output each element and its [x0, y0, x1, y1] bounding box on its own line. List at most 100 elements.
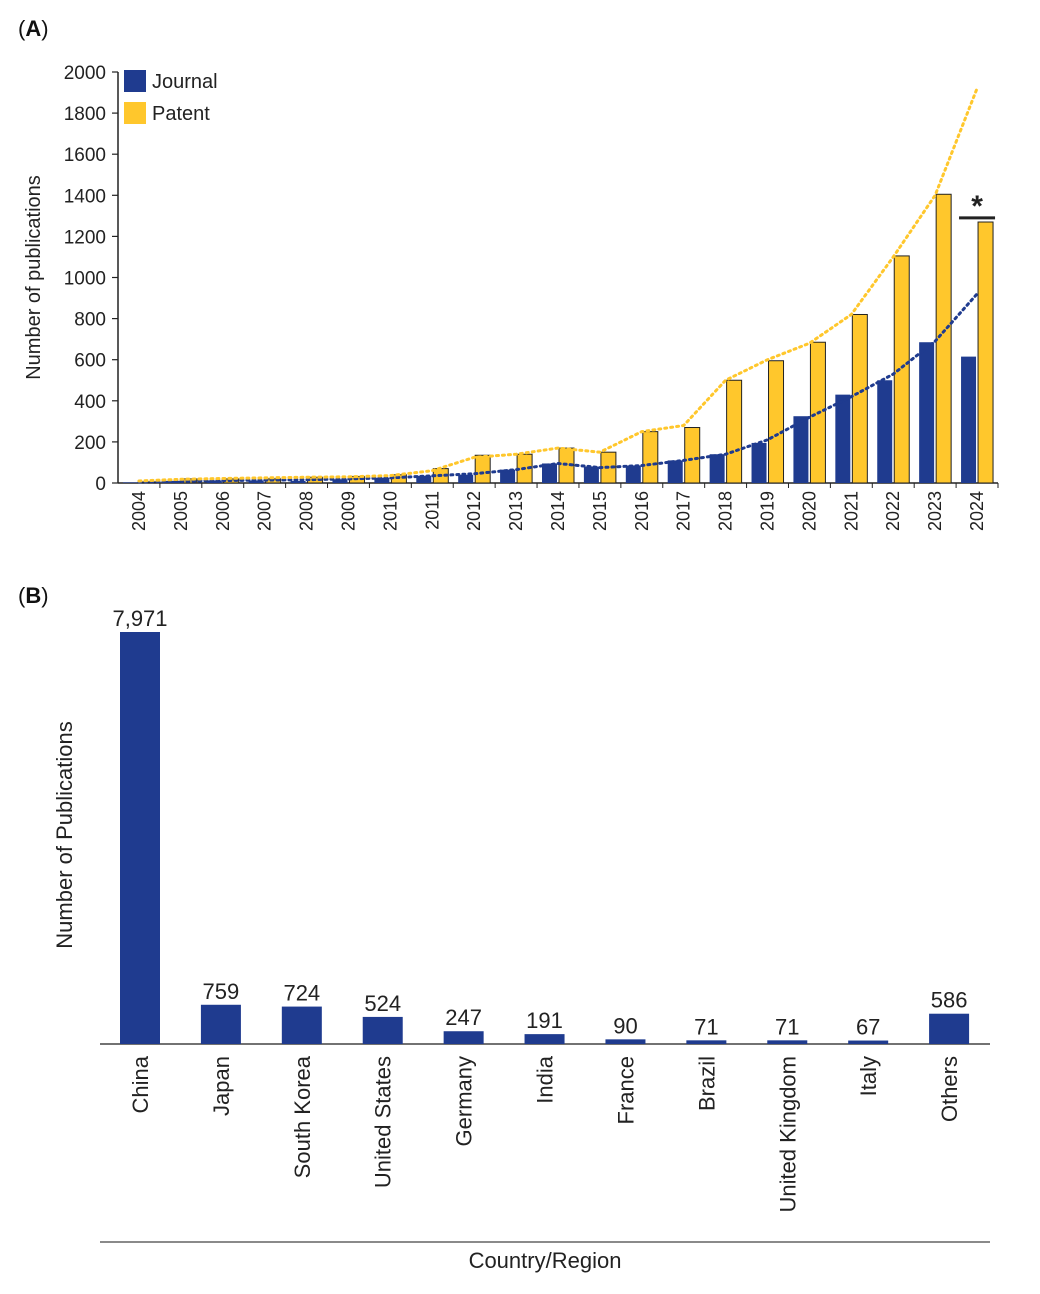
chart-b-publications-by-country: 7,971 China 759 Japan 724 South Korea 524 Unite…: [52, 606, 990, 1273]
bar-patent: [474, 454, 491, 484]
bar-country: [929, 1013, 970, 1044]
bar-country: [362, 1016, 403, 1044]
bar-country: [120, 632, 160, 1044]
bar-journal: [709, 454, 725, 483]
y-tick-label: 0: [95, 474, 106, 495]
bar-patent: [977, 221, 994, 484]
y-tick-label: 1600: [64, 145, 106, 166]
bar-journal: [542, 463, 557, 483]
x-tick-label: 2005: [171, 491, 191, 531]
bar-patent: [726, 379, 743, 484]
y-tick-label: 1400: [64, 186, 106, 207]
bar-journal: [919, 342, 935, 483]
x-tick-label: 2015: [590, 491, 610, 531]
panel-b-label: (B): [18, 583, 49, 608]
x-tick-label: China: [128, 1055, 153, 1113]
x-tick-label: 2023: [925, 491, 945, 531]
x-tick-label: 2020: [799, 491, 819, 531]
bar-patent: [768, 360, 785, 484]
y-tick-label: 1800: [64, 104, 106, 125]
bar-journal: [290, 480, 306, 483]
x-tick-label: 2010: [380, 491, 400, 531]
y-tick-label: 2000: [64, 63, 106, 84]
x-tick-label: 2017: [674, 491, 694, 531]
bar-country: [443, 1031, 484, 1044]
chart-a-publications-by-year: 0 200 400 600 800 1000 1200 1400 1600 1800 2000 Num…: [23, 63, 999, 531]
y-tick-label: 400: [74, 392, 106, 413]
bar-journal: [206, 480, 222, 483]
bar-journal: [583, 466, 599, 483]
x-tick-label: Japan: [209, 1056, 234, 1116]
x-tick-label: 2019: [758, 491, 778, 531]
bar-journal: [458, 474, 474, 483]
bar-journal: [374, 477, 390, 483]
bar-patent: [935, 193, 952, 484]
data-label: 71: [775, 1014, 799, 1039]
y-tick-label: 200: [74, 433, 106, 454]
bar-country: [200, 1004, 241, 1044]
x-tick-label: 2024: [967, 491, 987, 531]
x-tick-label: 2009: [338, 491, 358, 531]
bar-country: [524, 1034, 565, 1044]
legend-swatch-journal: [124, 70, 146, 92]
data-label: 71: [694, 1014, 718, 1039]
bar-journal: [416, 475, 432, 483]
x-tick-label: Italy: [856, 1056, 881, 1096]
data-label: 724: [283, 981, 320, 1006]
x-tick-label: 2016: [632, 491, 652, 531]
y-tick-label: 1200: [64, 227, 106, 248]
x-tick-label: 2012: [464, 491, 484, 531]
bar-journal: [835, 394, 851, 483]
x-tick-label: 2018: [716, 491, 736, 531]
x-tick-label: 2013: [506, 491, 526, 531]
y-tick-label: 600: [74, 351, 106, 372]
data-label: 247: [445, 1005, 482, 1030]
bar-journal: [667, 460, 683, 483]
bar-journal: [961, 356, 977, 483]
y-axis-title: Number of publications: [23, 175, 45, 380]
annotation-asterisk: *: [971, 190, 983, 223]
x-axis-title: Country/Region: [469, 1248, 622, 1273]
x-tick-label: South Korea: [290, 1055, 315, 1178]
y-tick-label: 800: [74, 310, 106, 331]
y-tick-label: 1000: [64, 269, 106, 290]
bar-journal: [877, 380, 893, 483]
bar-country: [686, 1040, 727, 1044]
bar-country: [605, 1039, 646, 1044]
x-tick-label: United Kingdom: [775, 1056, 800, 1213]
legend-swatch-patent: [124, 102, 146, 124]
bar-journal: [793, 416, 809, 483]
x-tick-label: India: [533, 1055, 558, 1103]
x-tick-label: 2006: [213, 491, 233, 531]
bar-patent: [684, 427, 701, 484]
bar-journal: [625, 465, 641, 483]
x-tick-label: 2004: [129, 491, 149, 531]
panel-a-label: (A): [18, 16, 49, 41]
bar-patent: [642, 431, 659, 484]
x-tick-label: 2007: [255, 491, 275, 531]
bar-patent: [893, 255, 910, 484]
x-tick-label: 2014: [548, 491, 568, 531]
bar-journal: [751, 442, 767, 483]
x-tick-label: United States: [371, 1056, 396, 1188]
x-tick-label: Others: [937, 1056, 962, 1122]
bar-country: [767, 1040, 808, 1044]
bar-patent: [851, 313, 868, 484]
x-tick-label: 2021: [841, 491, 861, 531]
x-tick-label: France: [613, 1056, 638, 1124]
legend-label-journal: Journal: [152, 71, 218, 93]
data-label: 759: [203, 979, 240, 1004]
x-tick-label: Germany: [452, 1056, 477, 1146]
data-label: 191: [526, 1008, 563, 1033]
data-label: 586: [931, 988, 968, 1013]
bar-journal: [500, 469, 516, 483]
data-label: 7,971: [112, 606, 167, 631]
data-label: 90: [613, 1013, 637, 1038]
y-axis-title: Number of Publications: [52, 721, 77, 948]
x-tick-label: 2022: [883, 491, 903, 531]
x-tick-label: 2008: [297, 491, 317, 531]
bar-journal: [332, 479, 348, 483]
data-label: 67: [856, 1015, 880, 1040]
bar-country: [281, 1006, 322, 1044]
bar-journal: [122, 482, 138, 483]
